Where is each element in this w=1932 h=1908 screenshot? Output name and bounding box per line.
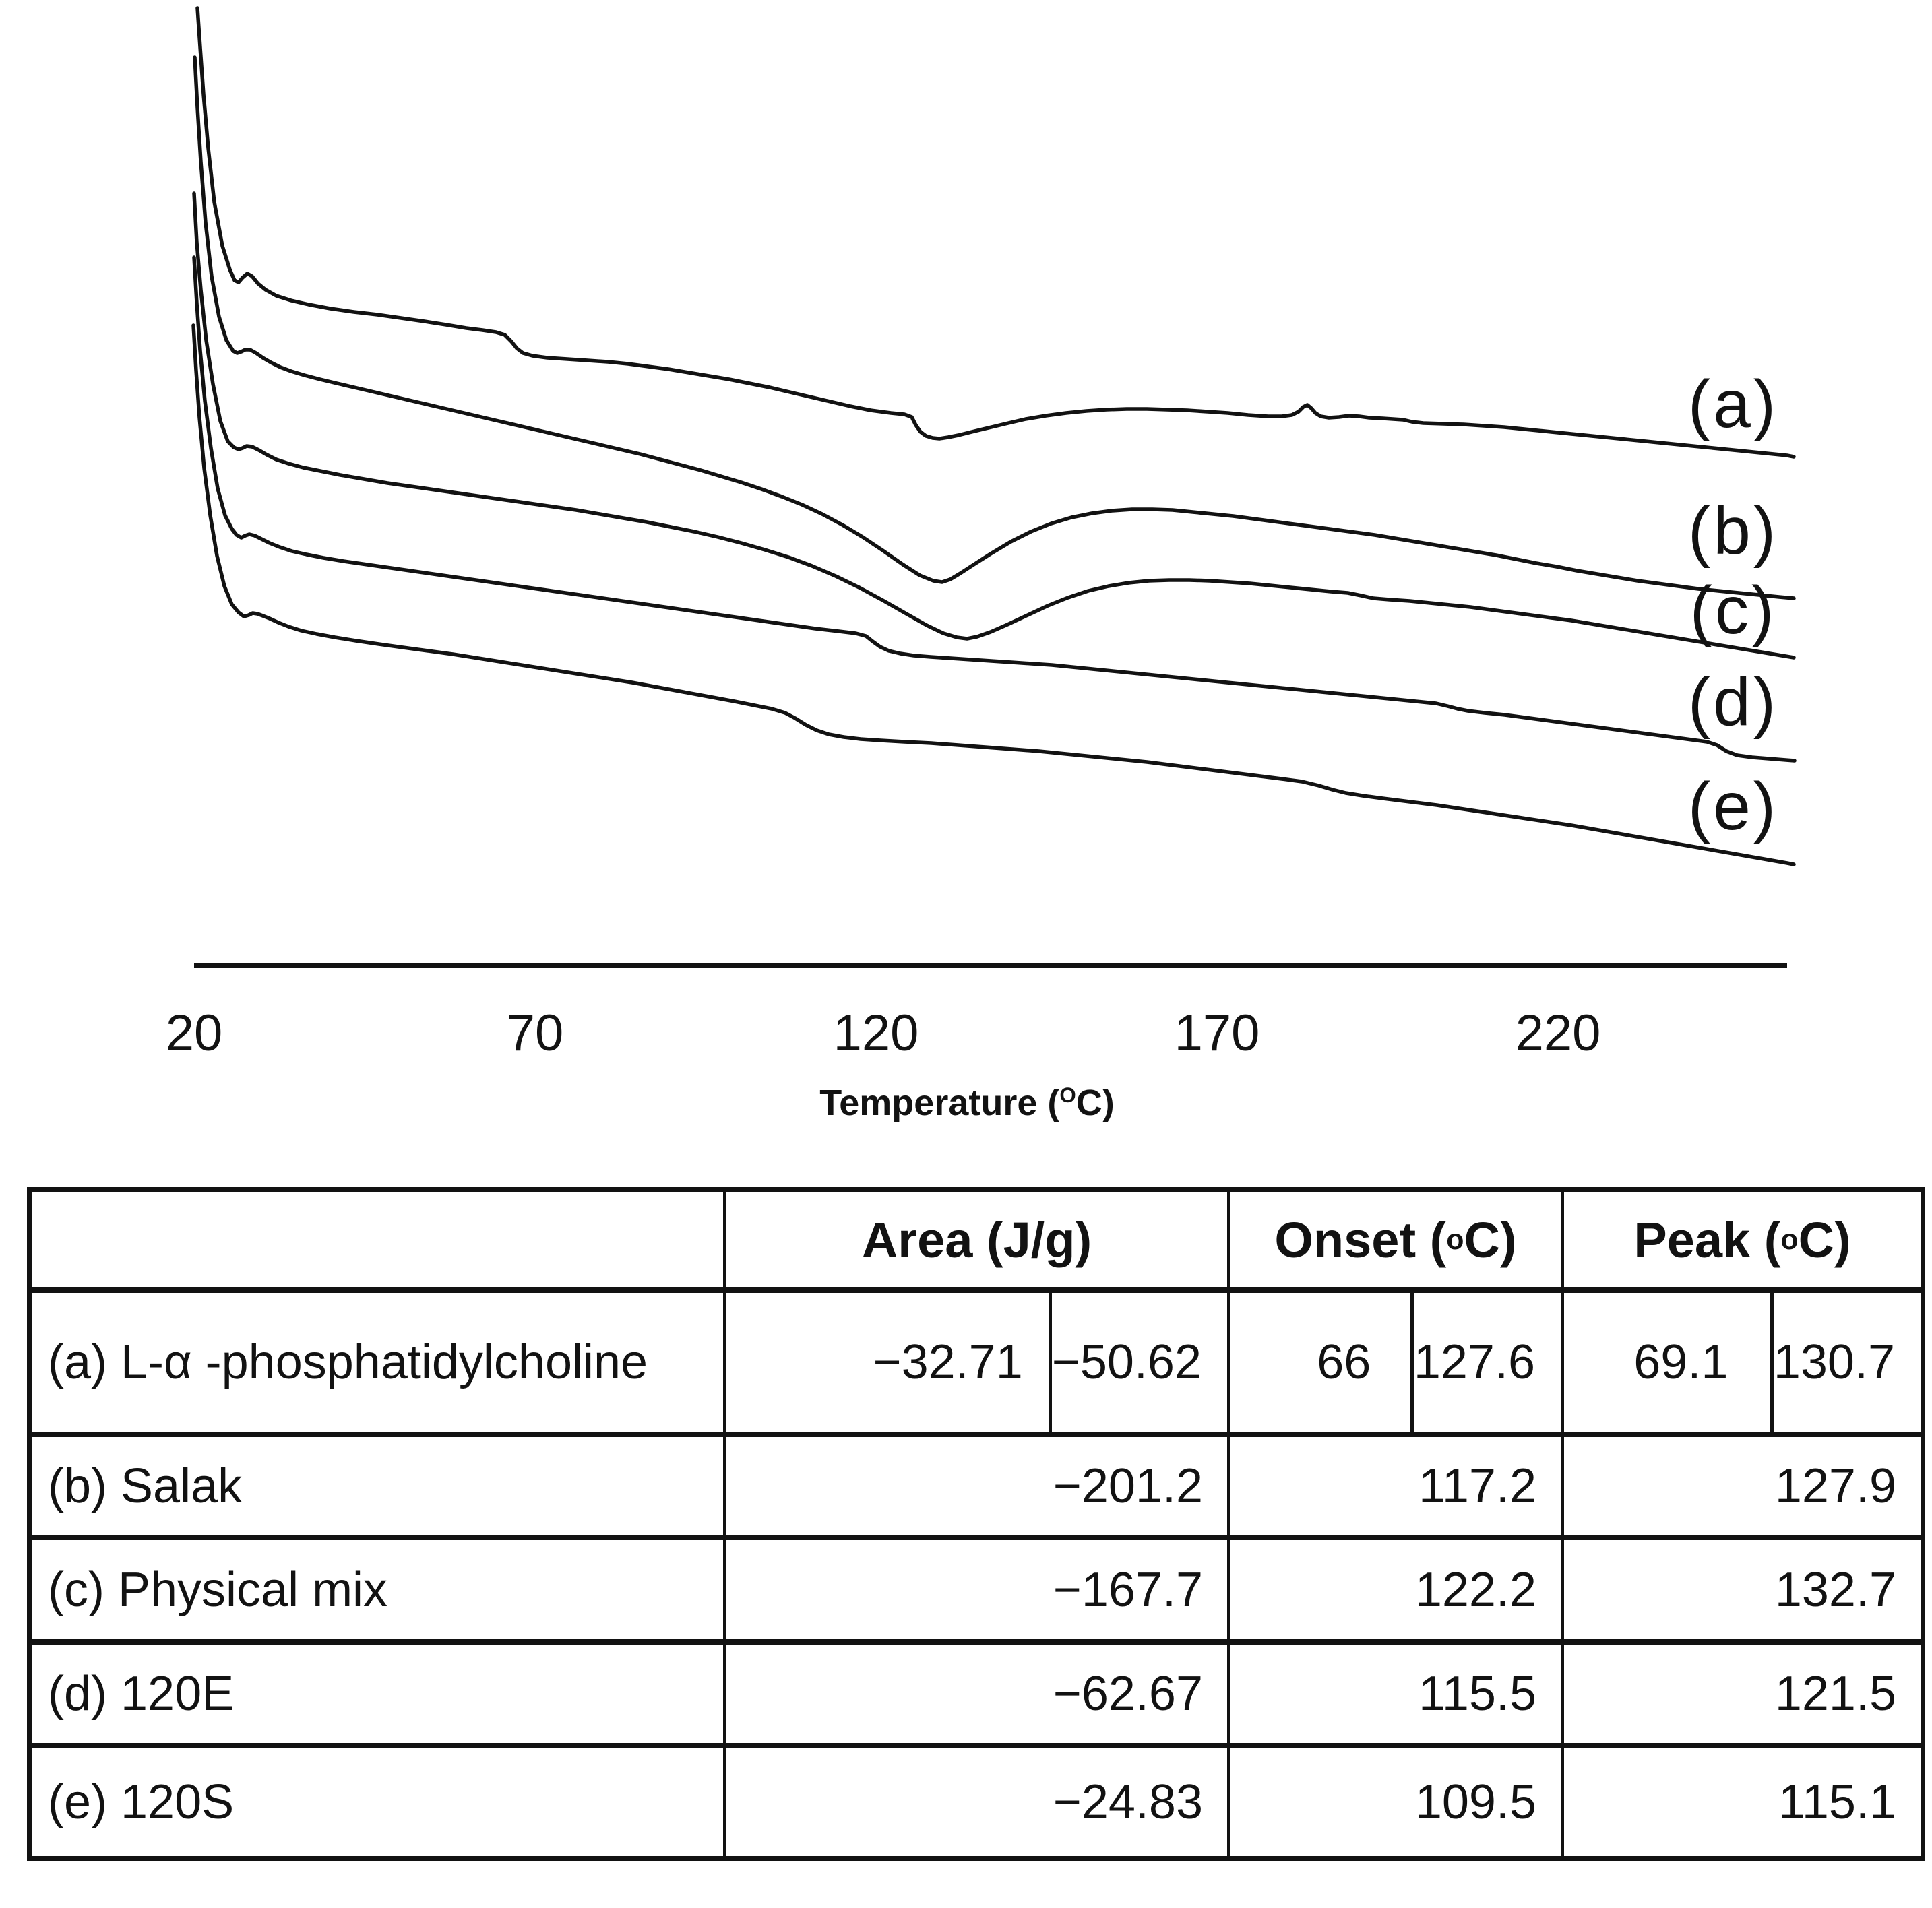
curve-b: [193, 55, 1796, 600]
x-tick-170: 170: [1174, 1005, 1260, 1062]
x-tick-20: 20: [165, 1005, 223, 1062]
curve-e: [191, 323, 1796, 866]
row-a-peak-value-2: 130.7: [1770, 1293, 1921, 1432]
curve-label-e: (e): [1687, 769, 1779, 844]
row-e-peak-value: 115.1: [1778, 1775, 1896, 1829]
table-row-b: (b) Salak −201.2 117.2 127.9: [32, 1437, 1921, 1540]
table-row-e: (e) 120S −24.83 109.5 115.1: [32, 1748, 1921, 1856]
row-d-area-value: −62.67: [726, 1645, 1230, 1743]
dsc-summary-table: Area (J/g) Onset (o C) Peak (o C) (a) L-α …: [27, 1187, 1925, 1861]
header-peak-cell: Peak (o C): [1633, 1211, 1851, 1268]
header-sample-cell: [32, 1192, 726, 1287]
curve-label-d: (d): [1687, 664, 1779, 740]
table-row-a: (a) L-α -phosphatidylcholine −32.71 −50.…: [32, 1293, 1921, 1437]
row-e-onset-value: 109.5: [1230, 1748, 1564, 1856]
row-a-area-split: −32.71 −50.62: [793, 1293, 1227, 1432]
row-e-sample-label: (e) 120S: [32, 1748, 726, 1856]
row-a-area-value-1: −32.71: [873, 1335, 1023, 1389]
curve-label-a: (a): [1687, 367, 1779, 442]
header-onset-text: Onset (: [1274, 1211, 1447, 1268]
curve-c: [192, 191, 1796, 660]
row-e-area-value: −24.83: [726, 1748, 1230, 1856]
table-row-d: (d) 120E −62.67 115.5 121.5: [32, 1645, 1921, 1748]
x-tick-220: 220: [1515, 1005, 1601, 1062]
row-a-area-cell: −32.71 −50.62: [726, 1293, 1230, 1432]
x-tick-120: 120: [833, 1005, 919, 1062]
header-onset-unit: C): [1464, 1211, 1517, 1268]
header-onset-cell: Onset (o C): [1230, 1192, 1564, 1287]
x-tick-70: 70: [506, 1005, 564, 1062]
curve-label-b: (b): [1687, 493, 1779, 569]
row-a-sample-label: (a) L-α -phosphatidylcholine: [32, 1293, 726, 1432]
row-a-peak-split: 69.1 130.7: [1592, 1293, 1921, 1432]
curve-a: [195, 6, 1796, 459]
header-peak-unit: C): [1798, 1211, 1851, 1268]
header-area-cell: Area (J/g): [726, 1192, 1230, 1287]
row-a-peak-value-1: 69.1: [1633, 1335, 1728, 1389]
row-c-onset-value: 122.2: [1230, 1540, 1564, 1639]
x-axis-label-unit: C): [1076, 1083, 1115, 1123]
dsc-curves-svg: [191, 6, 1797, 968]
row-d-onset-value: 115.5: [1230, 1645, 1564, 1743]
row-a-onset-split: 66 127.6: [1278, 1293, 1561, 1432]
row-c-area-value: −167.7: [726, 1540, 1230, 1639]
dsc-chart: (a) (b) (c) (d) (e) 20 70 120 170 220 Te…: [165, 6, 1797, 1123]
x-axis-label-superscript: O: [1059, 1083, 1076, 1107]
row-a-onset-cell: 66 127.6: [1230, 1293, 1564, 1432]
table-row-c: (c) Physical mix −167.7 122.2 132.7: [32, 1540, 1921, 1645]
curve-label-c: (c): [1689, 573, 1777, 648]
x-axis-label: Temperature (OC): [819, 1083, 1114, 1123]
x-axis-label-text: Temperature (: [819, 1083, 1060, 1123]
row-d-peak-value: 121.5: [1774, 1667, 1896, 1721]
row-b-peak-value: 127.9: [1774, 1459, 1896, 1513]
row-a-area-value-2: −50.62: [1048, 1293, 1227, 1432]
row-a-onset-value-2: 127.6: [1410, 1293, 1561, 1432]
row-d-sample-label: (d) 120E: [32, 1645, 726, 1743]
curve-d: [192, 255, 1797, 763]
row-c-sample-label: (c) Physical mix: [32, 1540, 726, 1639]
row-c-peak-value: 132.7: [1774, 1562, 1896, 1617]
row-a-onset-value-1: 66: [1317, 1335, 1371, 1389]
table-header-row: Area (J/g) Onset (o C) Peak (o C): [32, 1192, 1921, 1293]
row-a-peak-cell: 69.1 130.7: [1564, 1293, 1921, 1432]
header-peak-text: Peak (: [1633, 1211, 1781, 1268]
row-b-sample-label: (b) Salak: [32, 1437, 726, 1535]
row-b-onset-value: 117.2: [1230, 1437, 1564, 1535]
row-b-area-value: −201.2: [726, 1437, 1230, 1535]
